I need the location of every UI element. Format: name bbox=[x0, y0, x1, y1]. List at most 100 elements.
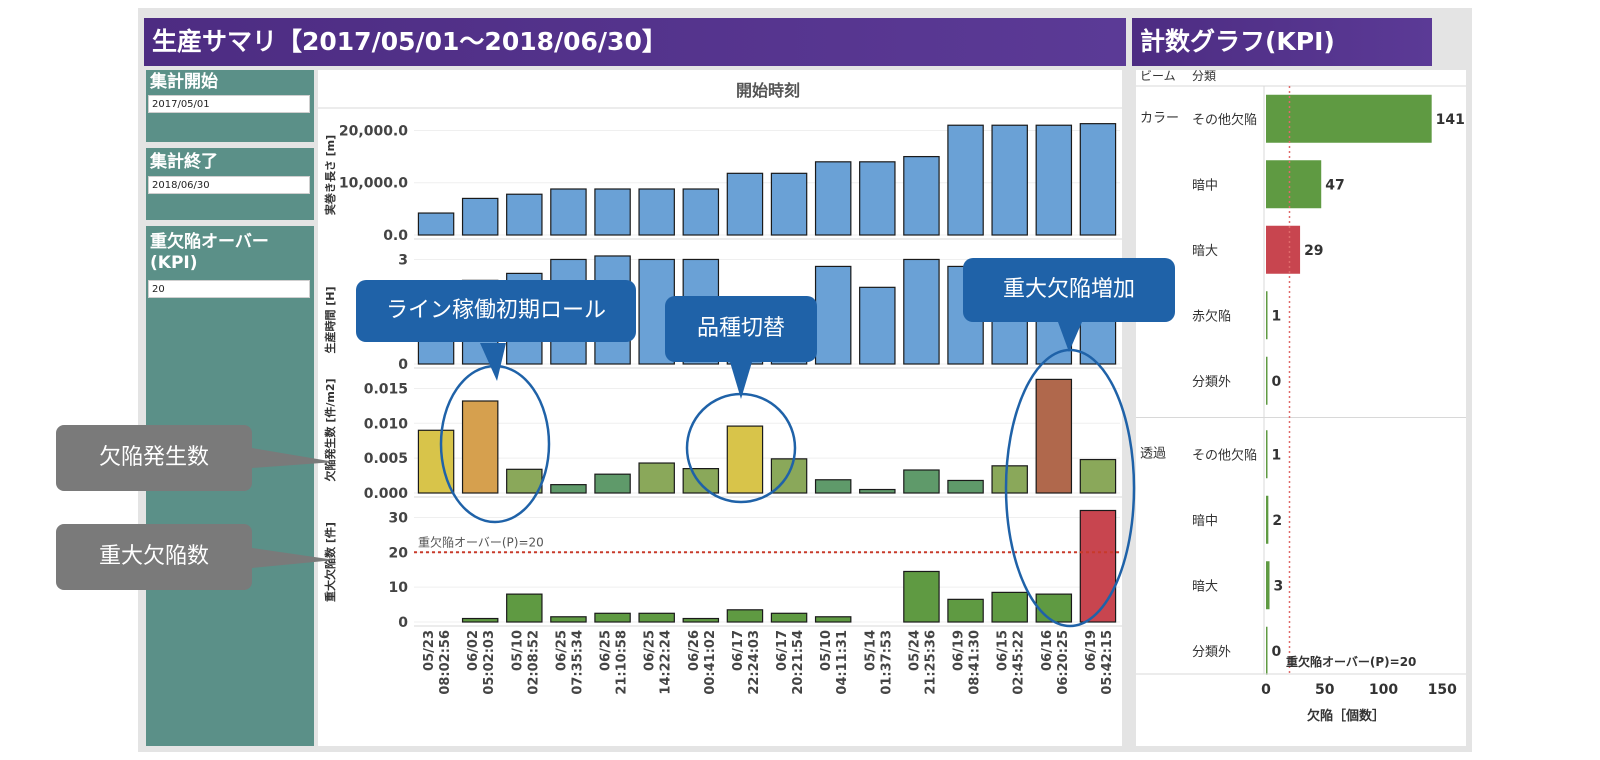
bar bbox=[814, 265, 852, 365]
tick-label: 0.010 bbox=[364, 416, 409, 432]
kpi-threshold-input[interactable]: 20 bbox=[148, 280, 310, 298]
bar bbox=[1079, 509, 1117, 623]
bar bbox=[638, 188, 675, 236]
bar bbox=[594, 612, 631, 623]
tick-label: 0 bbox=[398, 615, 408, 631]
kpi-category-label: 分類外 bbox=[1192, 375, 1231, 390]
y-axis-label: 重大欠陥数 [件] bbox=[323, 522, 337, 602]
kpi-x-axis-label: 欠陥［個数］ bbox=[1307, 708, 1385, 724]
x-tick-date: 06/16 bbox=[1040, 630, 1055, 671]
kpi-bar bbox=[1266, 561, 1270, 610]
bar bbox=[991, 124, 1028, 236]
bar bbox=[859, 286, 896, 365]
bar bbox=[947, 479, 984, 494]
y-axis-label: 欠陥発生数 [件/m2] bbox=[323, 378, 337, 481]
kpi-value-label: 141 bbox=[1436, 112, 1465, 128]
kpi-value-label: 0 bbox=[1272, 644, 1282, 660]
bar bbox=[903, 155, 940, 236]
bar bbox=[594, 188, 631, 236]
kpi-value-label: 0 bbox=[1272, 374, 1282, 390]
kpi-category-label: その他欠陥 bbox=[1192, 447, 1257, 463]
kpi-value-label: 3 bbox=[1274, 578, 1284, 594]
kpi-category-label: 暗中 bbox=[1192, 178, 1218, 193]
bar bbox=[594, 473, 631, 494]
kpi-category-label: その他欠陥 bbox=[1192, 112, 1257, 128]
bar bbox=[1079, 458, 1117, 494]
kpi-category-label: 分類外 bbox=[1192, 645, 1231, 660]
page-title: 生産サマリ【2017/05/01～2018/06/30】 bbox=[144, 18, 1126, 66]
x-tick-time: 08:02:56 bbox=[438, 630, 453, 695]
start-date-input[interactable]: 2017/05/01 bbox=[148, 95, 310, 113]
tick-label: 20,000.0 bbox=[339, 123, 408, 139]
bar bbox=[461, 617, 499, 623]
bar bbox=[991, 465, 1028, 494]
filter-divider bbox=[146, 142, 314, 148]
x-tick-time: 22:24:03 bbox=[747, 630, 762, 695]
callout-type-switch: 品種切替 bbox=[665, 296, 817, 362]
bar bbox=[461, 400, 499, 494]
x-tick-time: 14:22:24 bbox=[659, 630, 674, 695]
x-tick-date: 06/26 bbox=[687, 630, 702, 671]
callout-defect-rate: 欠陥発生数 bbox=[56, 425, 252, 491]
kpi-reference-label: 重欠陥オーバー(P)=20 bbox=[1286, 654, 1416, 669]
callout-line-start: ライン稼働初期ロール bbox=[356, 280, 636, 342]
tick-label: 10,000.0 bbox=[339, 176, 408, 192]
bar bbox=[682, 188, 720, 236]
x-tick-time: 04:11:31 bbox=[835, 630, 850, 695]
bar bbox=[1035, 593, 1073, 623]
kpi-bar bbox=[1266, 160, 1322, 209]
kpi-threshold-label: 重欠陥オーバー(KPI) bbox=[150, 232, 269, 273]
kpi-bar bbox=[1266, 430, 1268, 479]
x-tick-time: 06:20:25 bbox=[1056, 630, 1071, 695]
x-tick-date: 05/10 bbox=[510, 630, 525, 671]
x-tick-time: 02:08:52 bbox=[526, 630, 541, 695]
tick-label: 10 bbox=[389, 580, 409, 596]
filter-panel: 集計開始 2017/05/01 集計終了 2018/06/30 重欠陥オーバー(… bbox=[146, 70, 314, 746]
bar bbox=[947, 598, 984, 623]
x-tick-date: 06/17 bbox=[775, 630, 790, 671]
tick-label: 0.0 bbox=[383, 228, 408, 244]
x-tick-time: 21:25:36 bbox=[923, 630, 938, 695]
kpi-bar bbox=[1266, 356, 1268, 405]
bar bbox=[770, 612, 808, 623]
bar bbox=[682, 468, 720, 494]
bar bbox=[638, 612, 675, 623]
bar bbox=[550, 484, 587, 494]
kpi-group-label: 透過 bbox=[1140, 447, 1166, 462]
bar bbox=[726, 609, 764, 623]
tick-label: 0.000 bbox=[364, 486, 409, 502]
bar bbox=[1035, 378, 1073, 494]
x-tick-date: 06/02 bbox=[466, 630, 481, 671]
x-tick-date: 06/15 bbox=[996, 630, 1011, 671]
bar bbox=[461, 197, 499, 236]
tick-label: 0.005 bbox=[364, 451, 408, 467]
bar bbox=[859, 488, 896, 494]
tick-label: 20 bbox=[389, 545, 409, 561]
kpi-value-label: 47 bbox=[1325, 177, 1344, 193]
reference-line-label: 重欠陥オーバー(P)=20 bbox=[418, 534, 544, 549]
production-chart-panel: 開始時刻 20,000.0 10,000.0 0.0 実巻き長さ [m] 3 0 生産時間 [… bbox=[318, 70, 1122, 746]
bar bbox=[506, 593, 543, 623]
kpi-category-label: 暗中 bbox=[1192, 514, 1218, 529]
x-tick-time: 08:41:30 bbox=[968, 630, 983, 695]
x-tick-time: 01:37:53 bbox=[879, 630, 894, 695]
kpi-chart-panel: ビーム 分類 カラー その他欠陥 141 暗中 47 暗大 29 赤欠陥 1 分類外 0 透過 その他欠陥 1… bbox=[1136, 69, 1466, 746]
bar bbox=[770, 458, 808, 494]
kpi-tick-label: 150 bbox=[1428, 682, 1457, 698]
kpi-bar bbox=[1266, 94, 1432, 143]
kpi-category-label: 暗大 bbox=[1192, 244, 1218, 259]
bar bbox=[903, 469, 940, 494]
kpi-tick-label: 50 bbox=[1315, 682, 1335, 698]
callout-defect-increase: 重大欠陥増加 bbox=[963, 258, 1175, 322]
kpi-bar bbox=[1266, 495, 1269, 544]
kpi-bar bbox=[1266, 626, 1268, 675]
end-date-input[interactable]: 2018/06/30 bbox=[148, 176, 310, 194]
bar bbox=[682, 617, 720, 623]
kpi-tick-label: 100 bbox=[1369, 682, 1398, 698]
kpi-category-label: 暗大 bbox=[1192, 579, 1218, 594]
tick-label: 0.015 bbox=[364, 381, 408, 397]
tick-label: 30 bbox=[389, 510, 409, 526]
kpi-value-label: 1 bbox=[1272, 308, 1282, 324]
